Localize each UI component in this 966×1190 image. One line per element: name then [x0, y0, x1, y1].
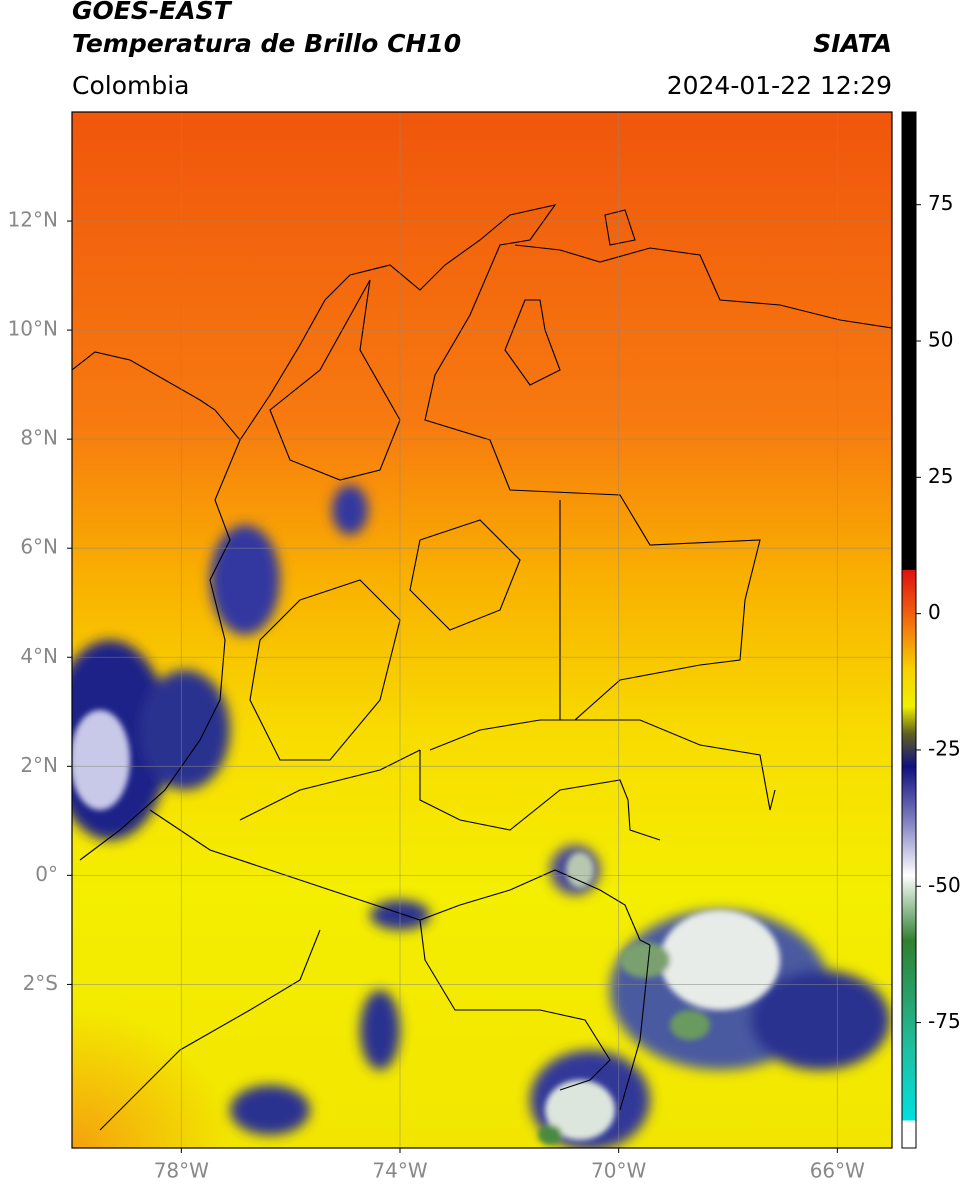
- datetime: 2024-01-22 12:29: [667, 71, 892, 100]
- colorbar-tick-label: -75: [928, 1009, 961, 1033]
- cloud-cores: [72, 710, 780, 1145]
- region: Colombia: [72, 71, 189, 100]
- lon-tick-label: 74°W: [372, 1159, 427, 1183]
- lat-tick-label: 10°N: [8, 317, 58, 341]
- source: SIATA: [813, 29, 892, 58]
- lon-tick-label: 78°W: [154, 1159, 209, 1183]
- lat-tick-label: 2°N: [20, 753, 58, 777]
- colorbar-tick-label: 50: [928, 328, 953, 352]
- colorbar-tick-label: -25: [928, 736, 961, 760]
- lon-tick-label: 66°W: [810, 1159, 865, 1183]
- lat-tick-label: 6°N: [20, 535, 58, 559]
- lat-tick-label: 4°N: [20, 644, 58, 668]
- map-frame: [71, 111, 893, 1149]
- lon-tick-label: 70°W: [591, 1159, 646, 1183]
- title: GOES-EAST: [72, 0, 233, 25]
- map: [72, 112, 892, 1148]
- lat-tick-label: 8°N: [20, 426, 58, 450]
- lat-tick-label: 2°S: [23, 971, 58, 995]
- colorbar-tick-label: -50: [928, 873, 961, 897]
- colorbar-tick-label: 0: [928, 600, 941, 624]
- product: Temperatura de Brillo CH10: [72, 29, 461, 58]
- colorbar-tick-label: 75: [928, 191, 953, 215]
- colorbar: [901, 111, 917, 1149]
- lat-tick-label: 12°N: [8, 208, 58, 232]
- colorbar-tick-label: 25: [928, 464, 953, 488]
- lat-tick-label: 0°: [35, 862, 58, 886]
- grid: [72, 112, 892, 1148]
